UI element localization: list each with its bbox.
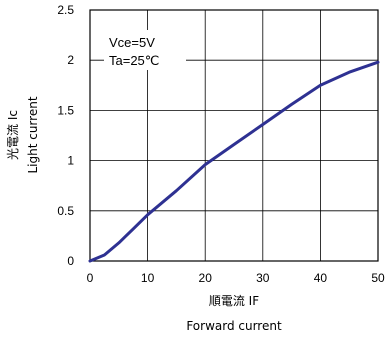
x-tick-label: 20 [199,271,213,285]
y-tick-label: 0.5 [57,204,74,218]
grid-lines [90,10,378,261]
y-tick-label: 2.5 [57,3,74,17]
y-axis-title-jp: 光電流 Ic [6,110,20,160]
plot-frame [89,9,379,262]
x-tick-label: 10 [141,271,155,285]
y-tick-label: 1.5 [57,103,74,117]
y-tick-label: 2 [67,53,74,67]
x-tick-labels: 0 10 20 30 40 50 [87,271,385,285]
x-tick-label: 40 [314,271,328,285]
x-axis-title-en: Forward current [186,319,282,333]
y-axis-title-en: Light current [26,96,40,173]
condition-ta: Ta=25℃ [109,53,159,68]
y-tick-labels: 0 0.5 1 1.5 2 2.5 [57,3,74,268]
condition-box [104,30,186,70]
x-tick-label: 30 [256,271,270,285]
series-group [88,60,380,263]
condition-vce: Vce=5V [109,35,155,50]
y-tick-label: 0 [67,254,74,268]
series-line [88,60,380,263]
x-tick-label: 0 [87,271,94,285]
y-tick-label: 1 [67,154,74,168]
x-axis-title-jp: 順電流 IF [209,294,259,308]
x-tick-label: 50 [371,271,385,285]
